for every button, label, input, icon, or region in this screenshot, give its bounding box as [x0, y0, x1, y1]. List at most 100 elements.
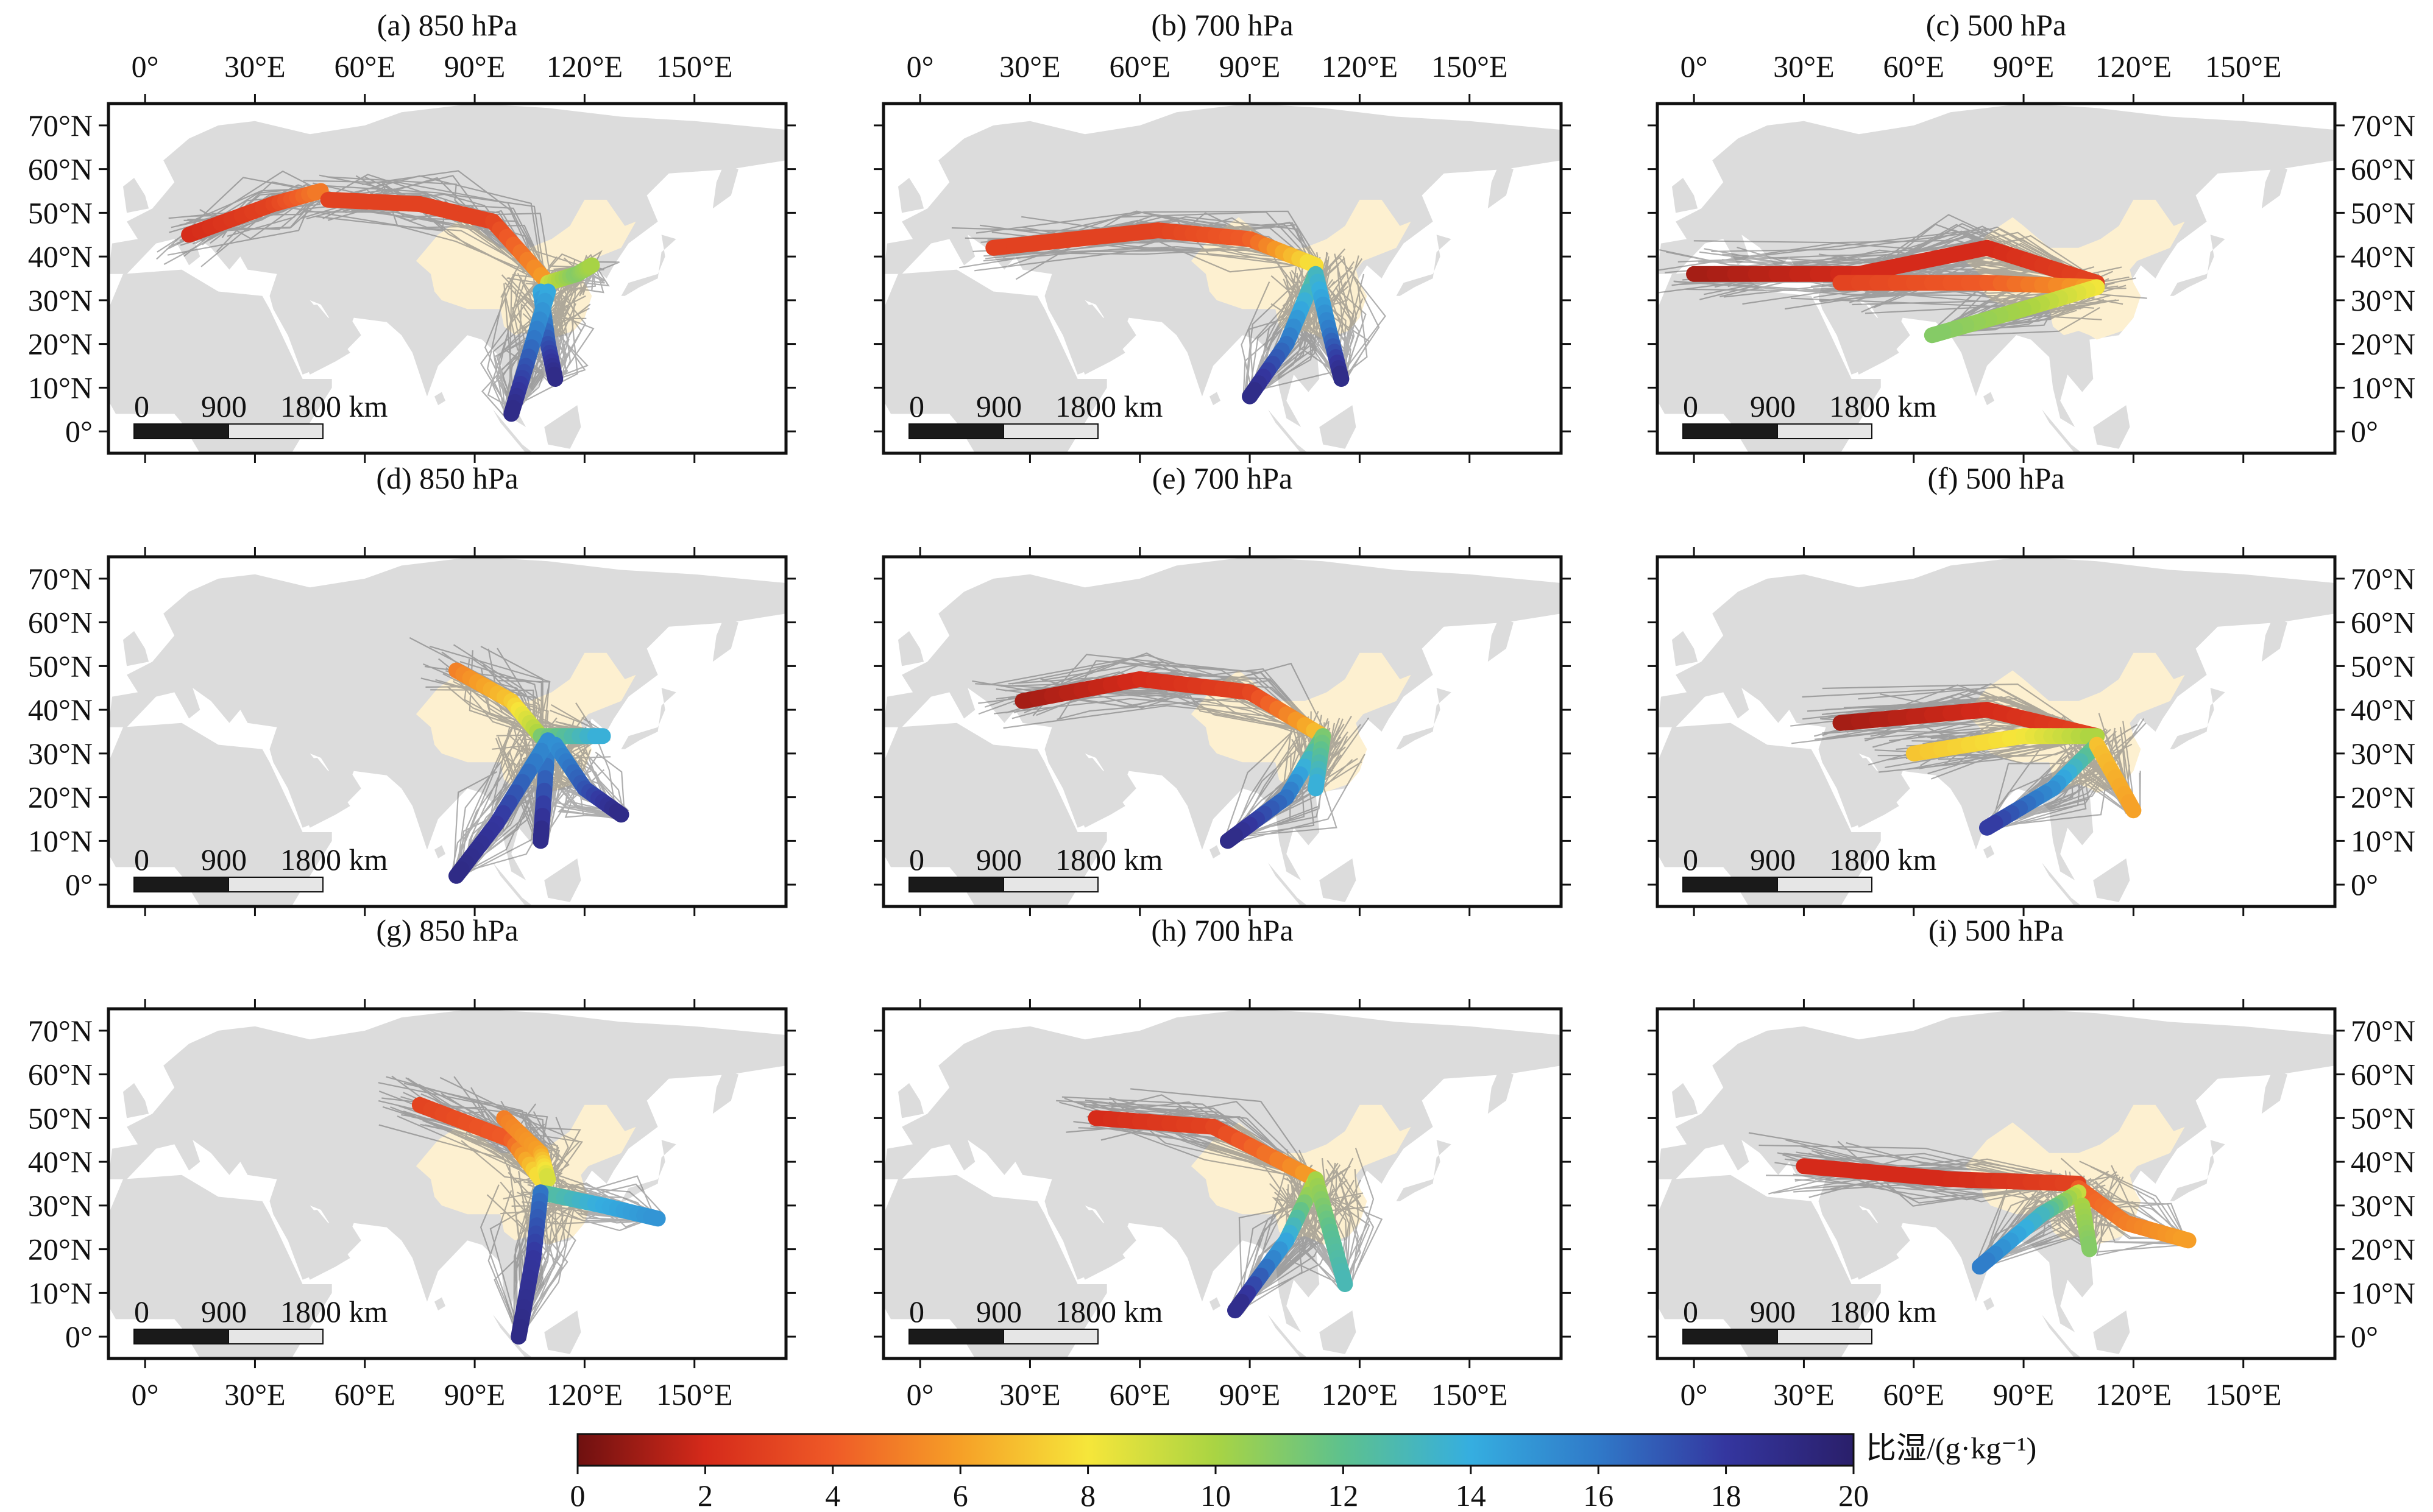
scale-bar-label: 0 [909, 1295, 924, 1329]
lon-tick-label: 0° [907, 49, 934, 83]
lat-tick-label: 30°N [28, 283, 93, 317]
land [108, 1175, 332, 1358]
panel-frame [1656, 555, 2337, 908]
mean-trajectories [181, 183, 600, 422]
scale-bar-label: 1800 km [1829, 843, 1937, 877]
land [1319, 405, 1356, 449]
scale-bar: 0 900 1800 km [133, 389, 388, 439]
land [1048, 305, 1136, 375]
panel-title: (b) 700 hPa [1151, 8, 1293, 42]
land [898, 178, 924, 213]
lat-tick-label: 30°N [2351, 737, 2415, 771]
land [1048, 758, 1136, 828]
land [1657, 722, 1881, 906]
land [1396, 235, 1451, 296]
land [1983, 845, 1994, 859]
scale-bar: 0 900 1800 km [908, 389, 1163, 439]
lat-tick-label: 50°N [28, 196, 93, 230]
land [884, 722, 1107, 906]
lon-tick-label: 90°E [1219, 49, 1281, 83]
lat-tick-label: 20°N [2351, 327, 2415, 361]
lat-tick-label: 70°N [28, 562, 93, 596]
mean-trajectories [411, 1097, 666, 1345]
lon-tick-label: 150°E [2205, 1377, 2282, 1411]
scale-bar-label: 900 [201, 843, 247, 877]
panel-frame [107, 102, 788, 455]
map-content [884, 104, 1561, 453]
lat-tick-label: 0° [65, 1319, 93, 1354]
lat-tick-label: 70°N [2351, 562, 2415, 596]
colorbar: 0 2 4 6 8 10 12 14 16 18 20 比湿/(g·kg⁻¹) [570, 1431, 2037, 1512]
lat-tick-label: 20°N [2351, 780, 2415, 814]
map-content [1657, 1009, 2335, 1358]
colorbar-tick-label: 2 [698, 1478, 713, 1512]
lon-tick-label: 30°E [1773, 1377, 1835, 1411]
land [1983, 392, 1994, 406]
lon-tick-label: 150°E [1431, 1377, 1508, 1411]
land [2261, 618, 2287, 662]
lat-tick-label: 70°N [28, 1014, 93, 1048]
lon-tick-label: 60°E [1109, 1377, 1170, 1411]
lon-tick-label: 30°E [224, 49, 286, 83]
map-panel-e: (e) 700 hPa 0 900 1800 km [874, 461, 1571, 916]
scale-bar: 0 900 1800 km [133, 843, 388, 892]
land [1048, 1210, 1136, 1280]
mean-trajectories [985, 222, 1350, 404]
land [2170, 688, 2225, 749]
panel-title: (e) 700 hPa [1152, 461, 1293, 495]
colorbar-tick-label: 20 [1838, 1478, 1869, 1512]
land [2093, 1310, 2130, 1354]
scale-bar-label: 1800 km [1829, 1295, 1937, 1329]
land [1672, 1083, 1698, 1118]
lat-tick-label: 20°N [28, 780, 93, 814]
trajectory-segment [448, 861, 470, 884]
map-content [108, 104, 786, 453]
land [273, 1210, 361, 1280]
scale-bar-label: 1800 km [280, 1295, 388, 1329]
trajectory-segment [643, 1209, 666, 1227]
trajectory-segment [1227, 1293, 1250, 1319]
land [621, 688, 676, 749]
scale-bar-label: 0 [1683, 843, 1698, 877]
land [1396, 688, 1451, 749]
trajectory-segment [1299, 254, 1324, 274]
lat-tick-label: 20°N [28, 327, 93, 361]
colorbar-tick-label: 10 [1200, 1478, 1231, 1512]
scale-bar-label: 0 [134, 389, 149, 423]
land [434, 1297, 445, 1311]
mean-trajectories [1686, 239, 2105, 344]
panel-frame [107, 1007, 788, 1360]
lat-tick-label: 60°N [2351, 1058, 2415, 1092]
lat-tick-label: 60°N [2351, 606, 2415, 640]
scale-bar-label: 0 [134, 843, 149, 877]
lon-tick-label: 0° [132, 49, 159, 83]
map-panels: (a) 850 hPa 0° 30°E 60°E 90°E 120°E 150°E 70°N 6… [28, 8, 2415, 1411]
lat-tick-label: 10°N [28, 824, 93, 858]
land [1209, 1297, 1220, 1311]
land [1822, 305, 1910, 375]
scale-bar: 0 900 1800 km [1682, 1295, 1937, 1344]
land [544, 405, 581, 449]
scale-bar-label: 0 [1683, 389, 1698, 423]
panel-frame [1656, 102, 2337, 455]
map-panel-b: (b) 700 hPa 0° 30°E 60°E 90°E 120°E 150°E 0 900 1… [874, 8, 1571, 463]
lon-tick-label: 60°E [1109, 49, 1170, 83]
lat-tick-label: 40°N [2351, 693, 2415, 727]
lon-tick-label: 90°E [1219, 1377, 1281, 1411]
lat-tick-label: 30°N [28, 1189, 93, 1223]
land [1822, 1210, 1910, 1280]
map-panel-g: (g) 850 hPa 0° 30°E 60°E 90°E 120°E 150°E 70°N 6… [28, 913, 796, 1411]
colorbar-tick-label: 12 [1328, 1478, 1358, 1512]
land [712, 164, 738, 209]
colorbar-tick-label: 6 [953, 1478, 968, 1512]
land [2093, 858, 2130, 902]
lat-tick-label: 40°N [28, 693, 93, 727]
mean-trajectories [1088, 1110, 1353, 1319]
lon-tick-label: 60°E [334, 1377, 395, 1411]
scale-bar-label: 0 [134, 1295, 149, 1329]
land [1672, 631, 1698, 666]
land [884, 269, 1107, 453]
panel-frame [107, 555, 788, 908]
lat-tick-label: 20°N [2351, 1232, 2415, 1266]
